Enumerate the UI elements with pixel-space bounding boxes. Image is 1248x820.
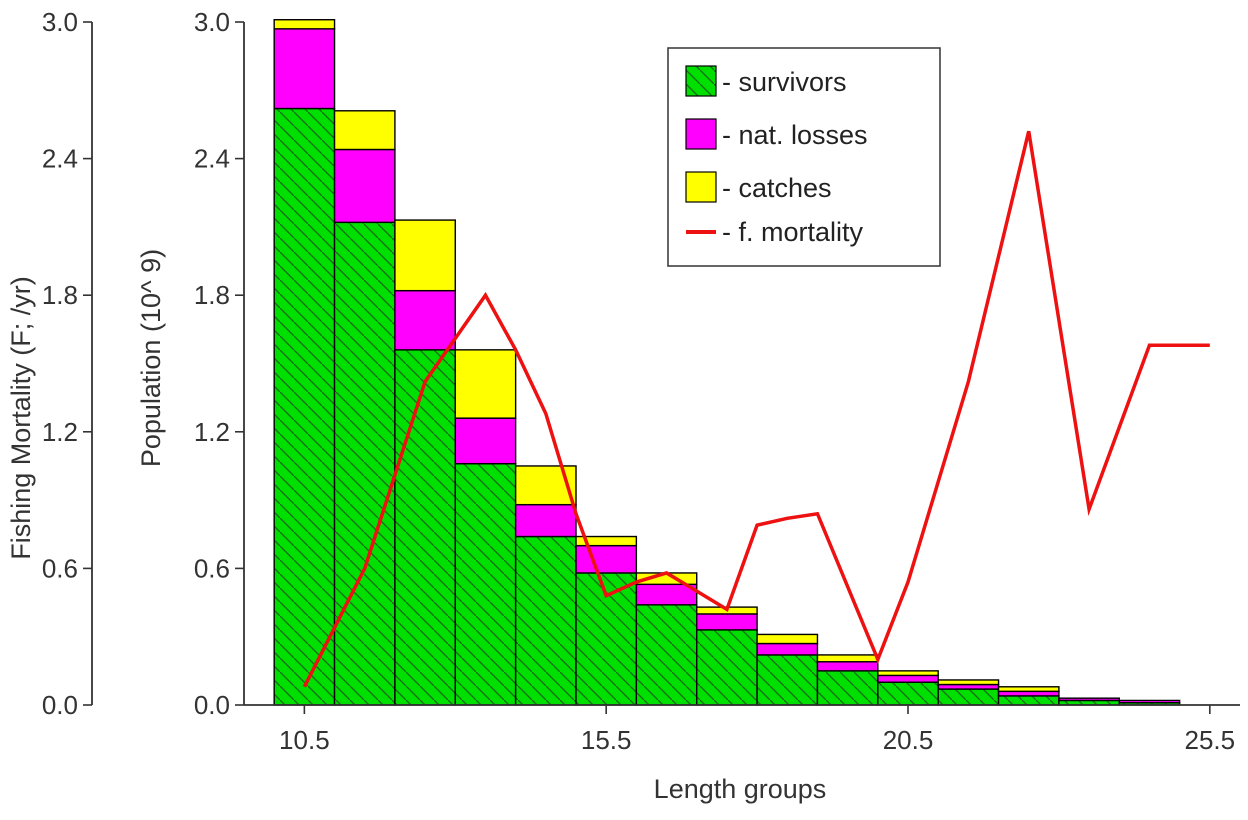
f-mortality-group [302,130,1210,688]
bar-catches-21.5 [937,679,1000,686]
f-mortality-line [302,130,1210,688]
left-axis-title: Fishing Mortality (F; /yr) [6,276,36,560]
bar-catches-11.5 [333,110,396,151]
x-tick-label-25.5: 25.5 [1185,725,1236,755]
bar-nat-losses-17.5 [696,613,758,631]
bar-survivors-20.5 [877,681,939,706]
bar-survivors-21.5 [937,688,1000,706]
legend-label-survivors: - survivors [722,67,847,97]
legend-label-nat-losses: - nat. losses [722,120,868,150]
left-tick-label-1.2: 1.2 [42,417,78,447]
bar-survivors-22.5 [997,695,1060,706]
bar-survivors-10.5 [273,107,336,706]
bar-catches-18.5 [756,633,819,645]
bar-nat-losses-13.5 [454,417,517,465]
population-tick-label-1.2: 1.2 [194,417,230,447]
left-tick-label-3.0: 3.0 [42,7,78,37]
legend-swatch-survivors [685,65,717,97]
bar-nat-losses-12.5 [394,289,456,351]
bar-nat-losses-19.5 [816,661,879,672]
bar-nat-losses-24.5 [1118,699,1181,704]
x-tick-label-20.5: 20.5 [883,725,934,755]
axes-group [83,21,1240,714]
legend-swatch-catches [685,171,717,203]
bar-survivors-14.5 [514,535,577,706]
bar-survivors-13.5 [454,462,517,706]
x-tick-label-15.5: 15.5 [581,725,632,755]
x-axis-title: Length groups [654,774,827,804]
bar-nat-losses-20.5 [877,674,939,683]
bar-catches-13.5 [454,349,517,419]
bar-survivors-19.5 [816,670,879,706]
bars-group [273,19,1181,706]
left-tick-label-1.8: 1.8 [42,280,78,310]
population-tick-label-0.0: 0.0 [194,690,230,720]
bar-catches-19.5 [816,654,879,663]
bar-survivors-16.5 [635,604,698,706]
bar-nat-losses-23.5 [1058,697,1120,702]
bar-survivors-17.5 [696,629,758,706]
bar-survivors-12.5 [394,349,456,706]
bar-catches-10.5 [273,19,336,30]
bar-nat-losses-11.5 [333,148,396,224]
bar-catches-22.5 [997,686,1060,693]
tick-labels-group: 0.0 0.6 1.2 1.8 2.4 3.0 0.0 0.6 1.2 1.8 2.4 3.0 10.5… [42,7,1235,755]
population-axis-title: Population (10^ 9) [136,249,166,467]
legend-label-catches: - catches [722,173,832,203]
bar-nat-losses-18.5 [756,642,819,656]
left-tick-label-0.0: 0.0 [42,690,78,720]
bar-catches-20.5 [877,670,939,677]
bar-survivors-11.5 [333,221,396,706]
legend: - survivors - nat. losses - catches - f.… [667,47,941,267]
population-tick-label-1.8: 1.8 [194,280,230,310]
bar-nat-losses-14.5 [514,503,577,538]
population-tick-label-0.6: 0.6 [194,553,230,583]
x-tick-label-10.5: 10.5 [279,725,330,755]
bar-catches-12.5 [394,219,456,292]
bar-survivors-18.5 [756,654,819,706]
bar-catches-15.5 [575,535,638,547]
legend-label-f-mortality: - f. mortality [722,217,864,247]
population-tick-label-3.0: 3.0 [194,7,230,37]
bar-nat-losses-15.5 [575,544,638,574]
bar-nat-losses-10.5 [273,28,336,110]
legend-swatch-nat-losses [685,118,717,150]
left-tick-label-0.6: 0.6 [42,553,78,583]
left-tick-label-2.4: 2.4 [42,144,78,174]
population-tick-label-2.4: 2.4 [194,144,230,174]
